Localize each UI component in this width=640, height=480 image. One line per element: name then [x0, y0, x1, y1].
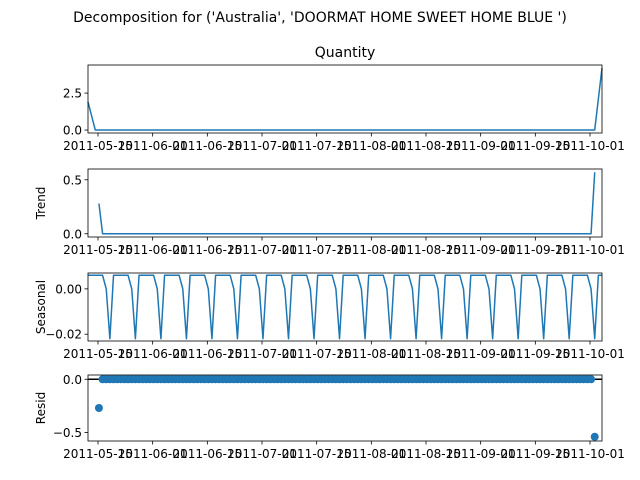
observed-xtick-label: 2011-09-15 — [500, 139, 570, 153]
seasonal-xtick-label: 2011-07-15 — [282, 347, 352, 361]
resid-panel: Resid 0.0 −0.5 2011-05-152011-06-012011-06-… — [34, 373, 625, 461]
trend-series-line — [98, 172, 596, 235]
observed-xtick-label: 2011-08-15 — [391, 139, 461, 153]
seasonal-xtick-label: 2011-09-01 — [446, 347, 516, 361]
seasonal-xtick-label: 2011-06-15 — [172, 347, 242, 361]
subplot-panels: Quantity0.02.52011-05-152011-06-012011-0… — [34, 45, 625, 461]
observed-ytick-label: 2.5 — [63, 87, 82, 101]
observed-xtick-label: 2011-05-15 — [63, 139, 133, 153]
observed-xtick-label: 2011-06-01 — [118, 139, 188, 153]
trend-xtick-label: 2011-07-01 — [227, 243, 297, 257]
seasonal-xtick-label: 2011-09-15 — [500, 347, 570, 361]
observed-series-line — [87, 67, 603, 131]
trend-xtick-label: 2011-09-15 — [500, 243, 570, 257]
trend-xtick-label: 2011-08-15 — [391, 243, 461, 257]
resid-xtick-label: 2011-09-15 — [500, 447, 570, 461]
observed-xtick-label: 2011-08-01 — [336, 139, 406, 153]
seasonal-axes-frame — [87, 272, 603, 342]
observed-xtick-label: 2011-06-15 — [172, 139, 242, 153]
seasonal-xtick-label: 2011-08-15 — [391, 347, 461, 361]
figure-suptitle: Decomposition for ('Australia', 'DOORMAT… — [73, 10, 567, 26]
resid-ytick-label: −0.5 — [53, 426, 82, 440]
seasonal-xtick-label: 2011-10-01 — [555, 347, 625, 361]
resid-xtick-label: 2011-09-01 — [446, 447, 516, 461]
resid-xtick-label: 2011-06-15 — [172, 447, 242, 461]
resid-outlier-point — [94, 404, 103, 412]
resid-xtick-label: 2011-05-15 — [63, 447, 133, 461]
trend-ylabel: Trend — [34, 187, 48, 221]
resid-xtick-label: 2011-08-01 — [336, 447, 406, 461]
trend-xtick-label: 2011-06-15 — [172, 243, 242, 257]
seasonal-ytick-label: 0.00 — [55, 282, 82, 296]
trend-xtick-label: 2011-07-15 — [282, 243, 352, 257]
resid-outlier-point — [590, 432, 599, 441]
observed-xtick-label: 2011-07-01 — [227, 139, 297, 153]
observed-axes-frame — [87, 64, 603, 134]
seasonal-panel: Seasonal 0.00−0.022011-05-152011-06-01201… — [34, 272, 625, 361]
trend-xtick-label: 2011-09-01 — [446, 243, 516, 257]
seasonal-ytick-label: −0.02 — [45, 328, 82, 342]
observed-xtick-label: 2011-09-01 — [446, 139, 516, 153]
resid-axes-frame — [87, 374, 603, 442]
trend-xtick-label: 2011-08-01 — [336, 243, 406, 257]
resid-xtick-label: 2011-08-15 — [391, 447, 461, 461]
resid-xtick-label: 2011-06-01 — [118, 447, 188, 461]
observed-title: Quantity — [315, 45, 376, 61]
seasonal-xtick-label: 2011-07-01 — [227, 347, 297, 361]
trend-panel: Trend 0.0 0.5 2011-05-152011-06-012011-06-1… — [34, 168, 625, 257]
seasonal-xtick-label: 2011-06-01 — [118, 347, 188, 361]
observed-panel: Quantity0.02.52011-05-152011-06-012011-0… — [63, 45, 625, 153]
resid-ylabel: Resid — [34, 392, 48, 424]
trend-xtick-label: 2011-05-15 — [63, 243, 133, 257]
observed-xtick-label: 2011-07-15 — [282, 139, 352, 153]
seasonal-series-line — [88, 274, 602, 340]
resid-ytick-label: 0.0 — [63, 373, 82, 387]
trend-axes-frame — [87, 168, 603, 238]
seasonal-ylabel: Seasonal — [34, 280, 48, 334]
trend-ytick-label: 0.5 — [63, 173, 82, 187]
resid-xtick-label: 2011-07-01 — [227, 447, 297, 461]
trend-xtick-label: 2011-10-01 — [555, 243, 625, 257]
trend-xtick-label: 2011-06-01 — [118, 243, 188, 257]
observed-xtick-label: 2011-10-01 — [555, 139, 625, 153]
resid-point — [587, 375, 596, 384]
trend-ytick-label: 0.0 — [63, 227, 82, 241]
resid-xtick-label: 2011-07-15 — [282, 447, 352, 461]
seasonal-xtick-label: 2011-08-01 — [336, 347, 406, 361]
observed-ytick-label: 0.0 — [63, 124, 82, 138]
seasonal-xtick-label: 2011-05-15 — [63, 347, 133, 361]
resid-xtick-label: 2011-10-01 — [555, 447, 625, 461]
